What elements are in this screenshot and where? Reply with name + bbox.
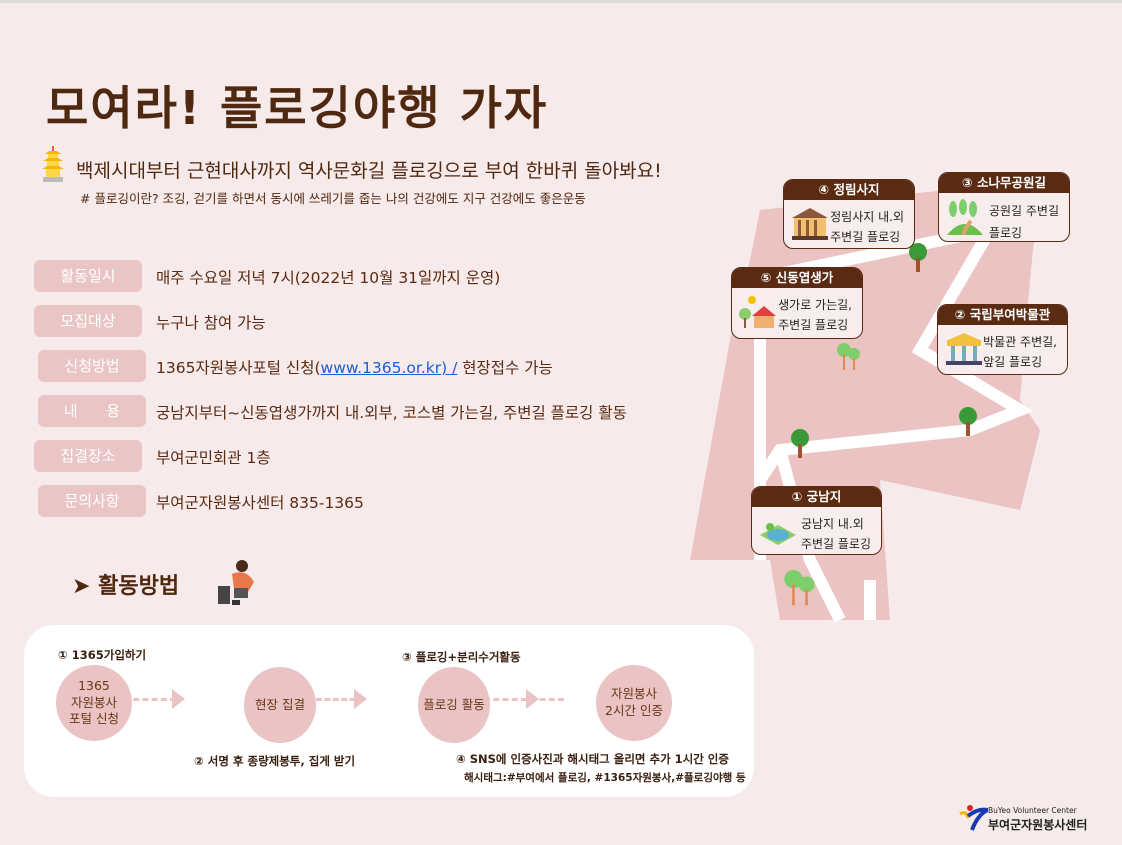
flow-arrow xyxy=(354,689,367,709)
pine-park-icon xyxy=(947,199,983,235)
card-desc: 박물관 주변길, 앞길 플로깅 xyxy=(983,335,1057,369)
plogging-person-icon xyxy=(218,560,254,605)
volunteer-center-logo-icon xyxy=(959,805,988,831)
info-label: 신청방법 xyxy=(38,350,146,382)
info-value: 궁남지부터~신동엽생가까지 내.외부, 코스별 가는길, 주변길 플로깅 활동 xyxy=(156,404,627,422)
card-title: ③ 소나무공원길 xyxy=(939,173,1069,193)
house-icon xyxy=(739,296,776,328)
flow-note-2: ② 서명 후 종량제봉투, 집게 받기 xyxy=(194,754,356,768)
trees-icon xyxy=(837,343,860,370)
card-title: ② 국립부여박물관 xyxy=(938,305,1067,325)
info-value: 부여군자원봉사센터 835-1365 xyxy=(156,494,364,512)
museum-icon xyxy=(946,333,982,365)
info-value: 누구나 참여 가능 xyxy=(156,314,266,332)
logo-ko: 부여군자원봉사센터 xyxy=(988,818,1088,832)
method-title: 활동방법 xyxy=(98,574,180,599)
card-desc: 궁남지 내.외 주변길 플로깅 xyxy=(800,517,871,551)
plogging-note: # 플로깅이란? 조깅, 걷기를 하면서 동시에 쓰레기를 줍는 나의 건강에도… xyxy=(80,191,586,206)
info-value: 1365자원봉사포털 신청(www.1365.or.kr) / 현장접수 가능 xyxy=(156,356,553,378)
flow-step-3: 플로깅 활동 xyxy=(418,667,490,743)
apply-link[interactable]: www.1365.or.kr) / xyxy=(320,359,458,377)
pagoda-icon xyxy=(42,146,64,182)
hashtag-note: 해시태그:#부여에서 플로깅, #1365자원봉사,#플로깅야행 등 xyxy=(464,772,746,784)
flow-note-1: ① 1365가입하기 xyxy=(58,648,147,662)
tree-icon xyxy=(959,407,977,436)
flow-arrow xyxy=(526,689,539,709)
flow-note-3: ③ 플로깅+분리수거활동 xyxy=(402,650,521,664)
arrow-icon: ➤ xyxy=(72,574,99,599)
info-value: 부여군민회관 1층 xyxy=(156,449,271,467)
pond-icon xyxy=(760,523,796,545)
info-label: 모집대상 xyxy=(34,305,142,337)
card-title: ⑤ 신동엽생가 xyxy=(732,268,862,288)
top-border xyxy=(0,0,1122,3)
card-desc: 정림사지 내.외 주변길 플로깅 xyxy=(830,210,904,244)
card-desc: 공원길 주변길 플로깅 xyxy=(988,204,1059,240)
apply-text-post: 현장접수 가능 xyxy=(457,359,553,377)
info-label: 문의사항 xyxy=(38,485,146,517)
temple-icon xyxy=(792,208,828,240)
card-title: ④ 정림사지 xyxy=(784,180,914,200)
card-desc: 생가로 가는길, 주변길 플로깅 xyxy=(778,298,852,332)
flow-step-4: 자원봉사 2시간 인증 xyxy=(596,665,672,741)
info-label: 활동일시 xyxy=(34,260,142,292)
tree-icon xyxy=(791,429,809,458)
route-map xyxy=(690,180,1040,623)
flow-panel: ① 1365가입하기 ③ 플로깅+분리수거활동 ② 서명 후 종량제봉투, 집게… xyxy=(24,625,754,797)
info-value: 매주 수요일 저녁 7시(2022년 10월 31일까지 운영) xyxy=(156,269,501,287)
trees-icon xyxy=(784,569,815,606)
page-title: 모여라! 플로깅야행 가자 xyxy=(46,81,549,135)
subtitle: 백제시대부터 근현대사까지 역사문화길 플로깅으로 부여 한바퀴 돌아봐요! xyxy=(76,160,662,182)
logo-en: BuYeo Volunteer Center xyxy=(988,806,1077,815)
info-label: 내 용 xyxy=(38,395,146,427)
card-title: ① 궁남지 xyxy=(752,487,881,507)
tree-icon xyxy=(909,243,927,272)
info-label: 집결장소 xyxy=(34,440,142,472)
apply-text: 1365자원봉사포털 신청( xyxy=(156,359,321,377)
flow-arrow xyxy=(172,689,185,709)
flow-note-4: ④ SNS에 인증사진과 해시태그 올리면 추가 1시간 인증 xyxy=(456,752,729,766)
flow-step-1: 1365 자원봉사 포털 신청 xyxy=(56,665,132,741)
method-heading: ➤ 활동방법 xyxy=(72,568,179,600)
flow-step-2: 현장 집결 xyxy=(244,667,316,743)
